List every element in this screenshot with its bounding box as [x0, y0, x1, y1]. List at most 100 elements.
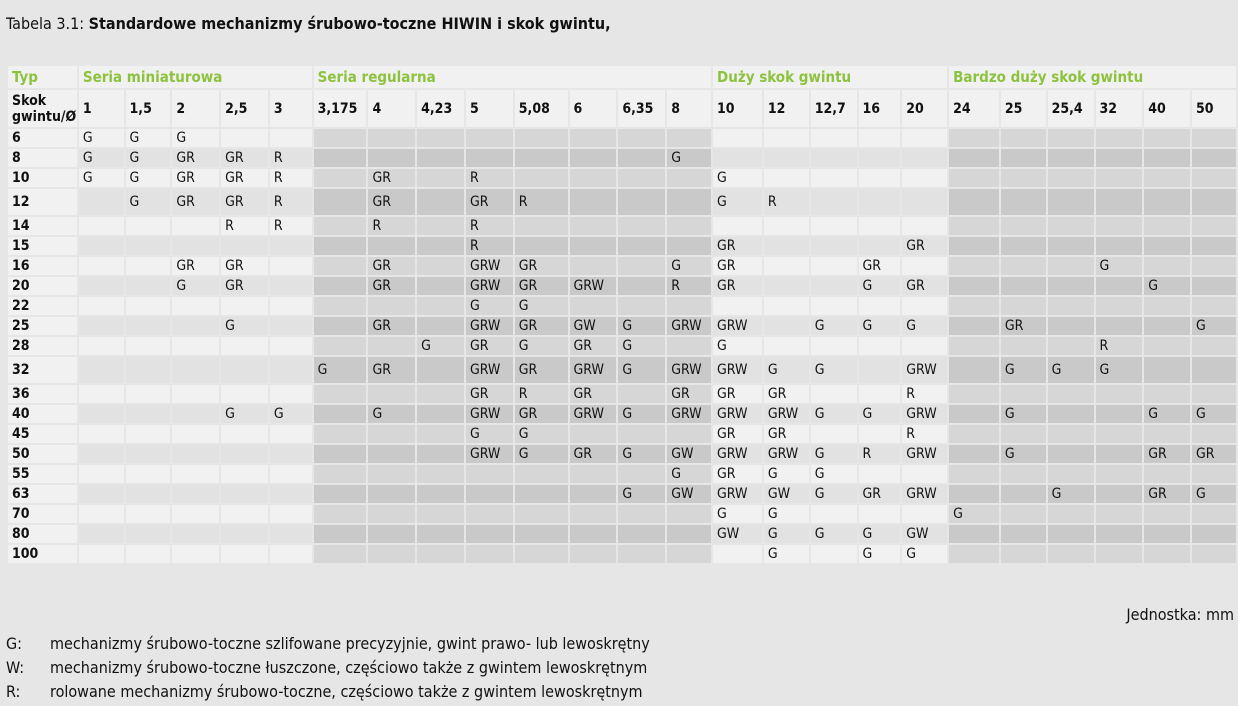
- table-cell: [1000, 217, 1046, 235]
- table-cell: G: [1095, 357, 1143, 383]
- table-cell: [1144, 337, 1191, 355]
- table-cell: G: [1144, 277, 1191, 295]
- table-cell: [902, 257, 948, 275]
- table-cell: [125, 337, 171, 355]
- table-cell: [313, 465, 367, 483]
- table-cell: R: [465, 217, 513, 235]
- group-header: Duży skok gwintu: [713, 66, 948, 88]
- column-header: 8: [667, 90, 712, 127]
- table-cell: G: [125, 129, 171, 147]
- table-row: 8 G G GR GR R G: [8, 149, 1236, 167]
- table-cell: [1144, 465, 1191, 483]
- table-cell: GR: [172, 189, 220, 215]
- table-cell: [313, 169, 367, 187]
- table-cell: [313, 485, 367, 503]
- table-cell: GR: [858, 257, 901, 275]
- table-cell: [1047, 425, 1094, 443]
- table-cell: [1095, 545, 1143, 563]
- table-cell: [514, 525, 568, 543]
- table-row: 45 G G GR GR R: [8, 425, 1236, 443]
- table-cell: R: [902, 425, 948, 443]
- table-cell: [569, 149, 617, 167]
- table-cell: [125, 237, 171, 255]
- group-header: Seria regularna: [313, 66, 712, 88]
- table-row: 25 G GR GRW GR GW G GRW GRW G G G GR G: [8, 317, 1236, 335]
- table-cell: [78, 425, 124, 443]
- table-cell: [763, 169, 809, 187]
- table-cell: G: [763, 505, 809, 523]
- table-cell: [569, 129, 617, 147]
- row-label: 12: [8, 189, 77, 215]
- table-cell: [1000, 169, 1046, 187]
- table-cell: GW: [569, 317, 617, 335]
- table-cell: [417, 525, 464, 543]
- table-cell: [514, 485, 568, 503]
- table-cell: GR: [172, 169, 220, 187]
- table-cell: [810, 425, 857, 443]
- table-row: 36 GR R GR GR GR GR R: [8, 385, 1236, 403]
- table-cell: [858, 505, 901, 523]
- table-row: 40 G G G GRW GR GRW G GRW GRW GRW G G GRW G G G: [8, 405, 1236, 423]
- table-cell: [569, 189, 617, 215]
- table-cell: [1192, 277, 1236, 295]
- table-cell: [858, 149, 901, 167]
- table-cell: [667, 217, 712, 235]
- table-cell: [1095, 525, 1143, 543]
- table-cell: [417, 505, 464, 523]
- table-cell: [713, 545, 762, 563]
- table-cell: [949, 217, 999, 235]
- table-cell: GR: [368, 357, 416, 383]
- table-cell: [1000, 385, 1046, 403]
- table-cell: [417, 385, 464, 403]
- table-cell: [569, 525, 617, 543]
- table-cell: [1192, 169, 1236, 187]
- table-cell: [172, 425, 220, 443]
- table-cell: GR: [569, 445, 617, 463]
- table-cell: [618, 169, 666, 187]
- table-cell: [667, 297, 712, 315]
- table-cell: [1047, 189, 1094, 215]
- table-row: 28 G GR G GR G G R: [8, 337, 1236, 355]
- table-cell: [269, 425, 312, 443]
- table-cell: [810, 169, 857, 187]
- table-cell: GRW: [763, 405, 809, 423]
- legend-text: mechanizmy śrubowo-toczne łuszczone, czę…: [50, 658, 648, 677]
- table-cell: G: [618, 485, 666, 503]
- table-cell: [1144, 525, 1191, 543]
- table-cell: [368, 237, 416, 255]
- row-label: 63: [8, 485, 77, 503]
- table-cell: [810, 505, 857, 523]
- table-cell: [858, 465, 901, 483]
- table-cell: R: [368, 217, 416, 235]
- row-label: 22: [8, 297, 77, 315]
- table-cell: [1000, 505, 1046, 523]
- table-cell: [949, 237, 999, 255]
- table-cell: [902, 149, 948, 167]
- table-cell: [667, 237, 712, 255]
- column-header: 10: [713, 90, 762, 127]
- table-cell: [1047, 149, 1094, 167]
- table-cell: [1144, 217, 1191, 235]
- table-cell: [1192, 425, 1236, 443]
- table-cell: [667, 189, 712, 215]
- table-cell: [1144, 545, 1191, 563]
- table-cell: GR: [667, 385, 712, 403]
- table-cell: [172, 385, 220, 403]
- table-cell: GRW: [667, 405, 712, 423]
- table-row: 80 GW G G G GW: [8, 525, 1236, 543]
- row-label: 55: [8, 465, 77, 483]
- table-cell: GR: [514, 257, 568, 275]
- table-cell: [1095, 505, 1143, 523]
- table-cell: [569, 297, 617, 315]
- table-cell: [269, 297, 312, 315]
- table-cell: [417, 277, 464, 295]
- table-cell: [763, 317, 809, 335]
- table-cell: [810, 129, 857, 147]
- table-cell: [569, 485, 617, 503]
- table-cell: [902, 337, 948, 355]
- table-cell: [618, 189, 666, 215]
- legend: G: mechanizmy śrubowo-toczne szlifowane p…: [6, 632, 650, 704]
- table-cell: G: [858, 545, 901, 563]
- table-cell: [1000, 465, 1046, 483]
- table-cell: G: [1144, 405, 1191, 423]
